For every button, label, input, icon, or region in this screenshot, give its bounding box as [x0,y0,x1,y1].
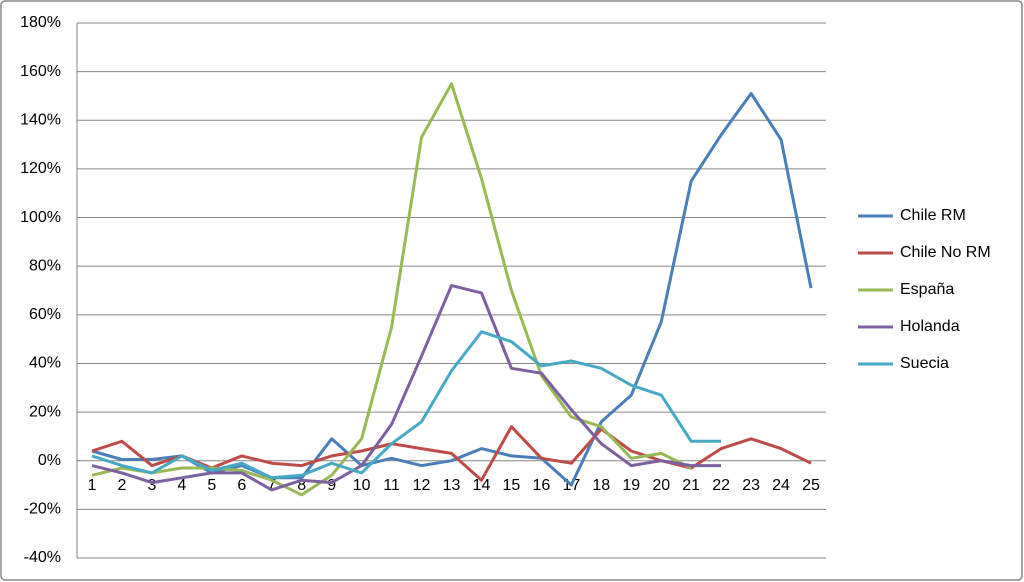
legend-label: Chile No RM [900,244,991,261]
x-tick-label: 10 [353,477,371,494]
legend-label: España [900,281,954,298]
x-tick-label: 1 [88,477,97,494]
y-tick-label: 60% [29,306,61,323]
y-tick-label: 140% [20,111,61,128]
legend-label: Suecia [900,355,949,372]
x-tick-label: 3 [147,477,156,494]
x-tick-label: 20 [652,477,670,494]
x-tick-label: 21 [682,477,700,494]
series-line [91,82,692,497]
x-tick-label: 14 [473,477,491,494]
x-tick-label: 19 [622,477,640,494]
y-tick-label: 180% [20,14,61,31]
x-tick-label: 12 [413,477,431,494]
x-tick-label: 16 [532,477,550,494]
x-tick-label: 24 [772,477,790,494]
x-tick-label: 13 [443,477,461,494]
y-tick-label: -20% [24,501,61,518]
legend-label: Holanda [900,318,960,335]
x-tick-label: 9 [327,477,336,494]
legend-label: Chile RM [900,207,966,224]
y-tick-label: 40% [29,355,61,372]
x-tick-label: 5 [207,477,216,494]
x-tick-label: 2 [117,477,126,494]
y-tick-label: 100% [20,209,61,226]
x-tick-label: 15 [503,477,521,494]
x-tick-label: 8 [297,477,306,494]
y-tick-label: 80% [29,257,61,274]
x-tick-label: 25 [802,477,820,494]
x-tick-label: 4 [177,477,186,494]
y-tick-label: 120% [20,160,61,177]
x-tick-label: 23 [742,477,760,494]
x-tick-label: 22 [712,477,730,494]
series-line [91,330,722,480]
y-tick-label: 160% [20,63,61,80]
y-tick-label: -40% [24,549,61,566]
series-line [91,284,722,492]
x-tick-label: 11 [383,477,400,494]
x-tick-label: 18 [592,477,610,494]
y-tick-label: 20% [29,403,61,420]
y-tick-label: 0% [38,452,61,469]
x-tick-label: 7 [267,477,276,494]
x-tick-label: 6 [237,477,246,494]
